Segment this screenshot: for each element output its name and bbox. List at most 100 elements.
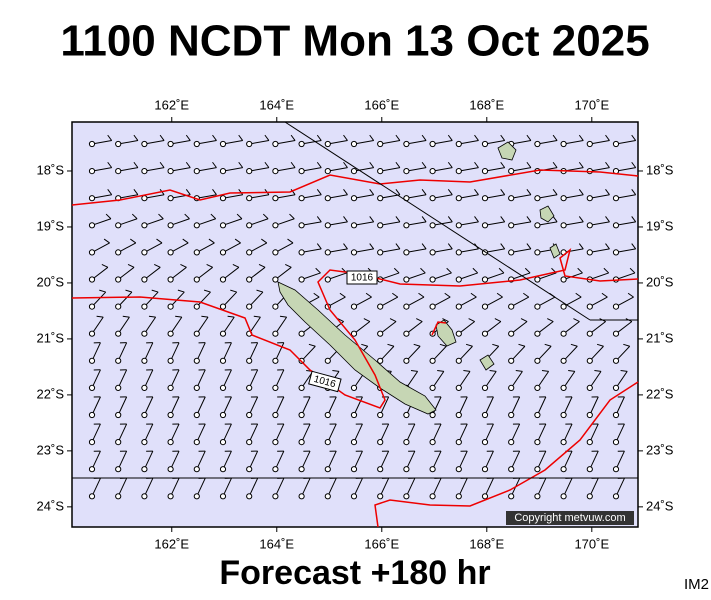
station xyxy=(586,411,593,419)
isobar xyxy=(374,381,639,528)
barb-flag xyxy=(339,292,346,298)
barb-flag xyxy=(392,292,399,298)
barb-flag xyxy=(389,318,397,322)
station xyxy=(612,466,620,473)
barb-flag xyxy=(234,238,241,244)
barb-flag xyxy=(578,161,584,168)
station xyxy=(115,330,122,337)
barb-stem xyxy=(327,423,337,443)
barb-flag xyxy=(369,189,375,196)
barb-flag xyxy=(264,161,270,168)
barb-stem xyxy=(458,248,479,253)
barb-stem xyxy=(380,194,400,199)
station xyxy=(508,466,515,473)
station xyxy=(324,276,331,283)
lat-label: 24˚S xyxy=(646,498,674,513)
barb-stem xyxy=(432,450,442,470)
barb-stem xyxy=(615,321,633,335)
station xyxy=(115,411,122,419)
barb-flag xyxy=(605,216,610,223)
barb-stem xyxy=(222,194,243,199)
barb-stem xyxy=(248,396,259,416)
barb-stem xyxy=(222,423,232,443)
station xyxy=(612,357,620,364)
barb-stem xyxy=(484,221,505,226)
station xyxy=(167,276,174,283)
barb-stem xyxy=(117,266,135,280)
barb-flag xyxy=(421,216,427,223)
station xyxy=(455,384,462,391)
station xyxy=(167,439,174,446)
barb-stem xyxy=(615,221,636,226)
barb-stem xyxy=(196,450,206,470)
barb-flag xyxy=(279,315,287,318)
station xyxy=(586,493,593,500)
station xyxy=(141,357,148,364)
station xyxy=(403,276,410,283)
station xyxy=(350,140,358,148)
barb-flag xyxy=(474,216,479,223)
barb-flag xyxy=(236,213,243,220)
barb-stem xyxy=(484,450,494,470)
island xyxy=(435,319,457,347)
station xyxy=(377,357,384,364)
station xyxy=(167,466,174,473)
station xyxy=(560,439,567,446)
station xyxy=(298,276,305,283)
barb-stem xyxy=(380,140,400,145)
barb-stem xyxy=(222,396,232,416)
barb-flag xyxy=(447,216,453,223)
barb-stem xyxy=(222,369,232,389)
station xyxy=(534,466,541,473)
station xyxy=(377,303,384,310)
barb-flag xyxy=(107,161,113,168)
boundary-line xyxy=(284,121,591,321)
station xyxy=(115,140,122,148)
barb-stem xyxy=(118,194,138,199)
station xyxy=(298,411,305,419)
station xyxy=(612,195,620,202)
lat-label: 20˚S xyxy=(646,274,674,289)
barb-flag xyxy=(421,243,427,250)
barb-stem xyxy=(274,396,285,416)
barb-flag xyxy=(316,134,322,141)
barb-stem xyxy=(405,423,416,443)
barb-flag xyxy=(395,216,401,223)
barb-stem xyxy=(170,316,183,334)
barb-stem xyxy=(406,194,427,199)
station xyxy=(403,303,410,310)
barb-stem xyxy=(248,477,259,497)
barb-stem xyxy=(301,450,311,470)
barb-stem xyxy=(170,342,180,362)
station xyxy=(429,222,436,229)
barb-stem xyxy=(249,167,269,172)
barb-flag xyxy=(212,189,217,196)
barb-stem xyxy=(91,291,107,307)
barb-flag xyxy=(520,318,528,322)
station xyxy=(350,493,358,500)
barb-stem xyxy=(405,371,419,389)
barb-flag xyxy=(498,267,505,274)
barb-flag xyxy=(421,189,427,196)
barb-stem xyxy=(91,396,101,416)
barb-stem xyxy=(327,396,337,416)
barb-stem xyxy=(117,291,133,307)
barb-flag xyxy=(500,243,506,250)
barb-flag xyxy=(447,243,453,250)
barb-stem xyxy=(406,140,427,145)
barb-stem xyxy=(432,296,451,308)
station xyxy=(193,411,200,419)
barb-stem xyxy=(379,296,399,308)
station xyxy=(324,168,331,175)
station xyxy=(246,493,253,500)
station xyxy=(534,249,541,256)
station xyxy=(612,493,620,500)
barb-stem xyxy=(379,477,390,497)
station xyxy=(167,168,174,175)
station xyxy=(246,168,253,175)
barb-stem xyxy=(249,218,269,226)
barb-flag xyxy=(232,263,240,268)
barb-flag xyxy=(130,238,137,244)
barb-flag xyxy=(238,161,244,168)
